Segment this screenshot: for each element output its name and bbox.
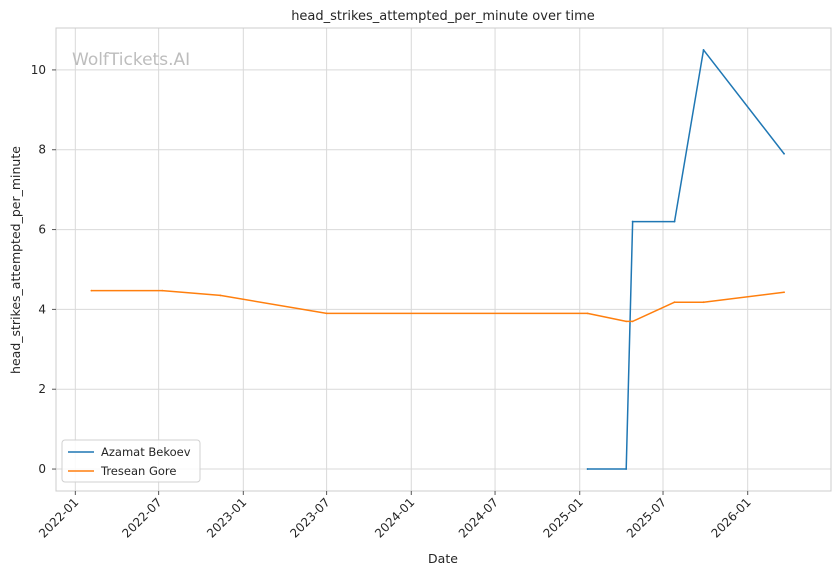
x-tick-label: 2024-01 [372, 495, 417, 540]
data-point-tresean-gore [90, 289, 93, 292]
x-tick-label: 2025-07 [624, 495, 669, 540]
y-axis-ticks: 0 2 4 6 8 10 [31, 63, 56, 476]
grid-lines [56, 28, 831, 491]
data-point-tresean-gore [783, 291, 785, 294]
data-point-azamat-bekoev [631, 220, 634, 223]
x-tick-label: 2025-01 [540, 495, 585, 540]
watermark: WolfTickets.AI [72, 50, 190, 70]
y-tick-label: 2 [38, 382, 46, 396]
x-axis-label: Date [428, 551, 458, 566]
x-tick-label: 2024-07 [456, 495, 501, 540]
data-point-tresean-gore [325, 312, 328, 315]
data-point-tresean-gore [702, 301, 705, 304]
data-point-tresean-gore [219, 294, 222, 297]
plot-frame [55, 27, 832, 492]
series-line-tresean-gore [90, 289, 785, 323]
x-tick-label: 2023-01 [204, 495, 249, 540]
data-point-tresean-gore [631, 320, 634, 323]
plot-background [56, 28, 831, 491]
y-tick-label: 4 [38, 302, 46, 316]
data-point-azamat-bekoev [586, 468, 589, 470]
legend-box [61, 439, 201, 483]
chart-title: head_strikes_attempted_per_minute over t… [291, 9, 595, 24]
data-point-tresean-gore [625, 320, 628, 323]
y-axis-label: head_strikes_attempted_per_minute [8, 146, 23, 374]
x-tick-label: 2022-07 [119, 495, 164, 540]
y-tick-label: 10 [31, 63, 46, 77]
x-axis-ticks: 2022-01 2022-07 2023-01 2023-07 2024-01 2024-… [36, 491, 754, 541]
x-tick-label: 2026-01 [708, 495, 753, 540]
data-point-azamat-bekoev [702, 49, 705, 51]
data-point-azamat-bekoev [783, 152, 785, 155]
legend-label-tresean-gore: Tresean Gore [100, 464, 176, 478]
x-tick-label: 2023-07 [287, 495, 332, 540]
series-line-azamat-bekoev [586, 49, 785, 470]
y-tick-label: 0 [38, 462, 46, 476]
series-layer [90, 49, 785, 470]
data-point-tresean-gore [673, 301, 676, 304]
data-point-tresean-gore [161, 289, 164, 292]
data-point-tresean-gore [586, 312, 589, 315]
x-tick-label: 2022-01 [36, 495, 81, 540]
y-tick-label: 6 [38, 223, 46, 237]
y-tick-label: 8 [38, 143, 46, 157]
data-point-azamat-bekoev [673, 220, 676, 223]
data-point-azamat-bekoev [625, 468, 628, 470]
legend-label-azamat-bekoev: Azamat Bekoev [101, 445, 191, 459]
legend: Azamat Bekoev Tresean Gore [61, 439, 201, 483]
